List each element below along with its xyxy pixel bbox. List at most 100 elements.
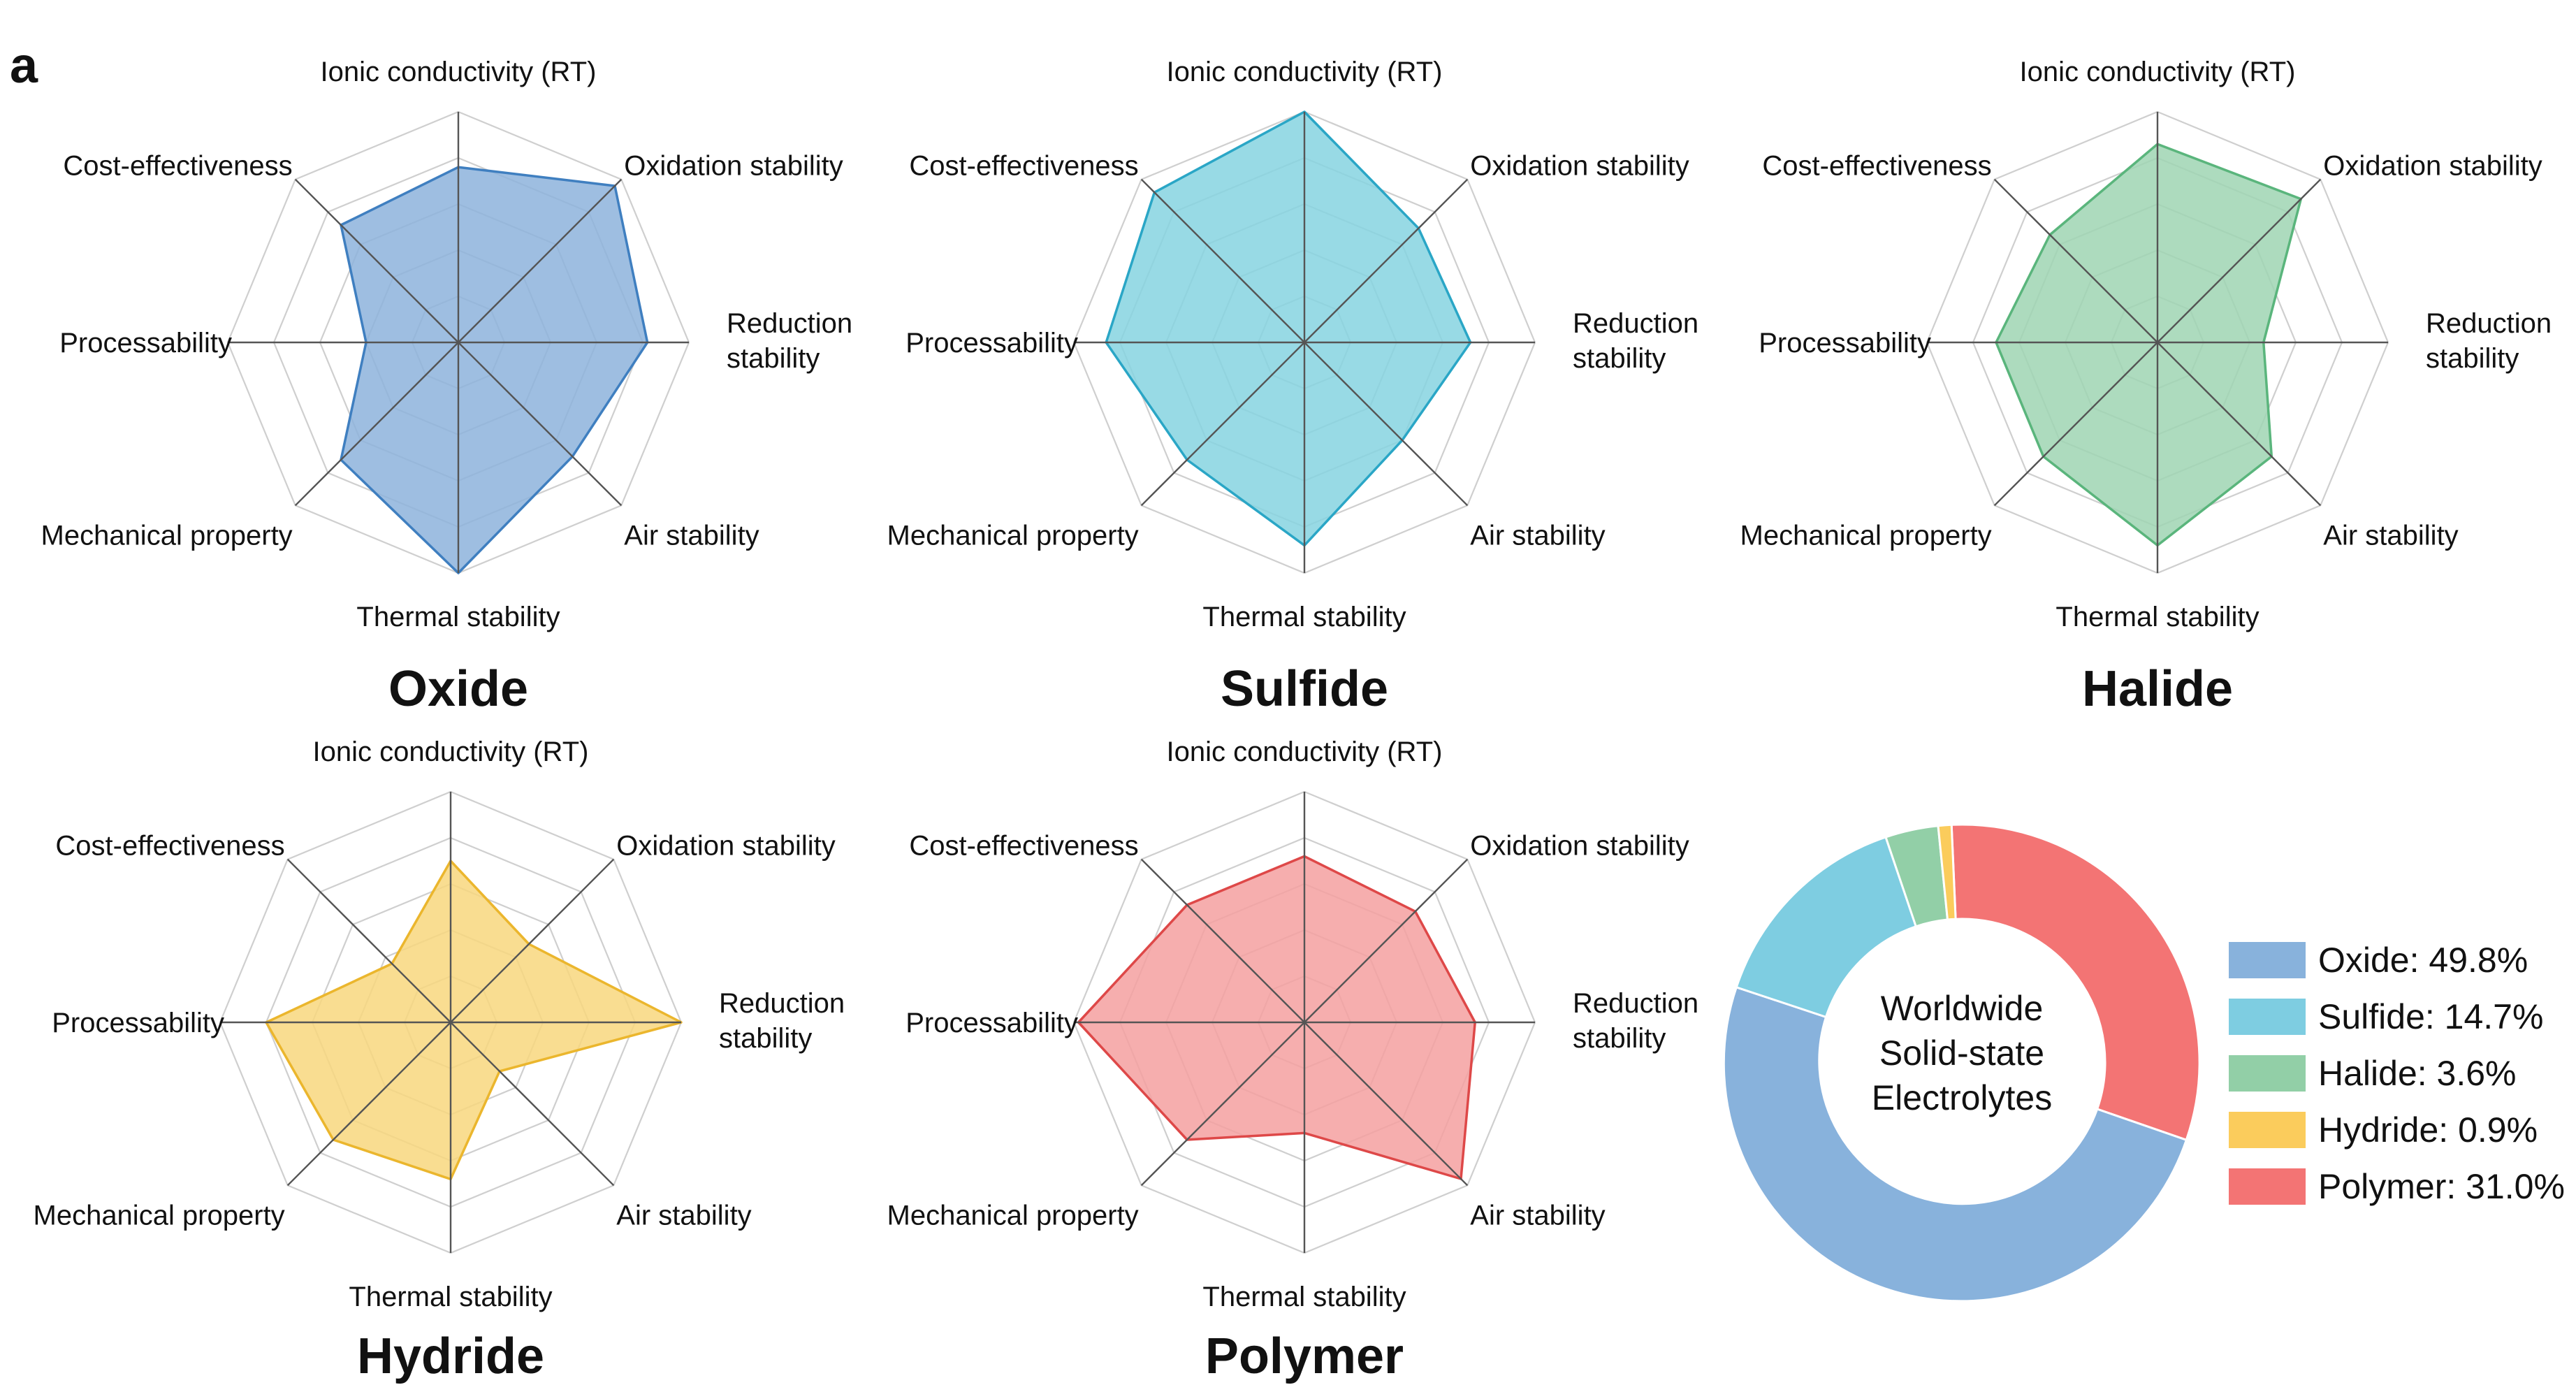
donut-slice-sulfide	[1735, 835, 1918, 1019]
radar-axis-label-line: Air stability	[624, 520, 759, 551]
panel-title-polymer: Polymer	[1205, 1328, 1404, 1384]
legend-label-hydride: Hydride: 0.9%	[2318, 1110, 2538, 1150]
radar-axis-label-line: Reduction	[2426, 308, 2552, 339]
radar-axis-label-line: Oxidation stability	[624, 151, 843, 182]
radar-chart-halide: Ionic conductivity (RT) Oxidation stabili…	[1740, 57, 2552, 717]
radar-axis-label: Thermal stability	[356, 602, 560, 632]
radar-chart-oxide: Ionic conductivity (RT) Oxidation stabili…	[41, 57, 853, 717]
radar-axis-line	[1304, 178, 1469, 343]
radar-axis-label-line: Cost-effectiveness	[909, 831, 1138, 862]
legend-label-halide: Halide: 3.6%	[2318, 1054, 2517, 1093]
radar-axis-label-line: Processability	[52, 1008, 224, 1038]
radar-axis-label-line: Processability	[905, 328, 1078, 358]
radar-axis-label: Thermal stability	[1202, 1282, 1406, 1312]
radar-axis-label: Mechanical property	[41, 520, 293, 551]
donut-slice-oxide	[1722, 985, 2188, 1303]
radar-axis-label: Air stability	[624, 520, 759, 551]
radar-axis-line	[1304, 342, 1469, 507]
radar-axis-label: Thermal stability	[349, 1282, 552, 1312]
radar-axis-label-line: Reduction	[727, 308, 852, 339]
radar-axis-label-line: Mechanical property	[887, 1200, 1139, 1231]
legend-swatch-halide	[2229, 1055, 2306, 1092]
radar-axis-label: Mechanical property	[1740, 520, 1992, 551]
panel-letter: a	[10, 38, 38, 94]
radar-axis-label: Processability	[52, 1008, 224, 1038]
radar-axis-line	[286, 858, 451, 1023]
radar-axis-label: Mechanical property	[887, 1200, 1139, 1231]
radar-axis-label: Oxidation stability	[1470, 831, 1689, 862]
radar-axis-line	[294, 178, 459, 343]
radar-axis-label-line: Reduction	[1573, 308, 1698, 339]
radar-axis-label-line: Ionic conductivity (RT)	[1167, 737, 1443, 767]
radar-axis-label: Ionic conductivity (RT)	[321, 57, 597, 87]
radar-axis-label-line: Thermal stability	[349, 1282, 552, 1312]
radar-axis-label-line: Oxidation stability	[2323, 151, 2542, 182]
radar-axis-label-line: stability	[1573, 1023, 1666, 1054]
radar-axis-line	[458, 178, 623, 343]
legend-label-polymer: Polymer: 31.0%	[2318, 1167, 2565, 1206]
radar-axis-label-line: Cost-effectiveness	[63, 151, 292, 182]
radar-axis-label-line: Thermal stability	[1202, 602, 1406, 632]
radar-axis-label: Air stability	[616, 1200, 751, 1231]
panel-title-sulfide: Sulfide	[1221, 661, 1388, 717]
radar-axis-label: Cost-effectiveness	[63, 151, 292, 182]
radar-axis-label-line: Mechanical property	[41, 520, 293, 551]
radar-axis-line	[458, 342, 623, 507]
radar-axis-label-line: Air stability	[616, 1200, 751, 1231]
radar-axis-label-line: Thermal stability	[356, 602, 560, 632]
donut-center-label-line: Solid-state	[1879, 1034, 2044, 1073]
donut-center-label-line: Electrolytes	[1872, 1078, 2052, 1117]
radar-axis-line	[286, 1022, 451, 1187]
radar-axis-label: Processability	[1759, 328, 1931, 358]
radar-axis-line	[1140, 858, 1305, 1023]
donut-slice-hydride	[1937, 823, 1957, 921]
radar-axis-label: Air stability	[1470, 1200, 1605, 1231]
radar-axis-line	[1993, 342, 2158, 507]
radar-axis-line	[1140, 342, 1305, 507]
radar-axis-label: Processability	[905, 328, 1078, 358]
radar-axis-label-line: Ionic conductivity (RT)	[1167, 57, 1443, 87]
radar-axis-label: Mechanical property	[887, 520, 1139, 551]
radar-axis-label-line: Thermal stability	[1202, 1282, 1406, 1312]
radar-axis-label: Cost-effectiveness	[55, 831, 284, 862]
radar-axis-label: Thermal stability	[2055, 602, 2259, 632]
panel-title-halide: Halide	[2082, 661, 2233, 717]
radar-axis-label-line: Reduction	[719, 988, 845, 1019]
radar-axis-line	[450, 1022, 615, 1187]
radar-chart-hydride: Ionic conductivity (RT) Oxidation stabili…	[34, 737, 845, 1384]
radar-axis-label: Oxidation stability	[1470, 151, 1689, 182]
radar-axis-label: Reduction stability	[1573, 308, 1698, 374]
radar-axis-label-line: stability	[1573, 343, 1666, 374]
radar-axis-label-line: Air stability	[1470, 1200, 1605, 1231]
radar-axis-line	[1304, 858, 1469, 1023]
legend-swatch-hydride	[2229, 1112, 2306, 1148]
radar-chart-polymer: Ionic conductivity (RT) Oxidation stabili…	[887, 737, 1699, 1384]
radar-axis-label: Reduction stability	[2426, 308, 2552, 374]
radar-axis-line	[1140, 1022, 1305, 1187]
radar-axis-label-line: Cost-effectiveness	[1762, 151, 1991, 182]
radar-axis-label: Reduction stability	[727, 308, 852, 374]
legend-swatch-sulfide	[2229, 999, 2306, 1035]
legend-label-oxide: Oxide: 49.8%	[2318, 941, 2528, 980]
radar-axis-label-line: Ionic conductivity (RT)	[2020, 57, 2296, 87]
radar-axis-label: Cost-effectiveness	[909, 151, 1138, 182]
radar-axis-line	[1140, 178, 1305, 343]
radar-axis-label-line: Mechanical property	[887, 520, 1139, 551]
radar-axis-label-line: Processability	[905, 1008, 1078, 1038]
radar-axis-label-line: stability	[727, 343, 820, 374]
radar-axis-label: Air stability	[2323, 520, 2458, 551]
legend-label-sulfide: Sulfide: 14.7%	[2318, 997, 2543, 1036]
radar-axis-label: Air stability	[1470, 520, 1605, 551]
panel-title-hydride: Hydride	[357, 1328, 544, 1384]
radar-series-hydride	[265, 860, 683, 1181]
radar-axis-label: Ionic conductivity (RT)	[1167, 57, 1443, 87]
panel-title-oxide: Oxide	[388, 661, 528, 717]
radar-axis-line	[294, 342, 459, 507]
radar-axis-label-line: Ionic conductivity (RT)	[321, 57, 597, 87]
radar-axis-label-line: Thermal stability	[2055, 602, 2259, 632]
radar-axis-line	[2157, 178, 2322, 343]
radar-axis-label-line: stability	[719, 1023, 812, 1054]
radar-axis-label-line: Oxidation stability	[1470, 831, 1689, 862]
radar-axis-line	[1304, 1022, 1469, 1187]
